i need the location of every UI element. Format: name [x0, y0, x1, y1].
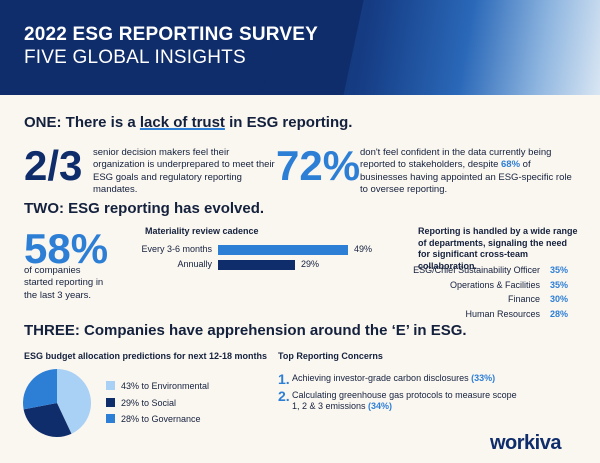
legend-label: 28% to Governance: [121, 414, 201, 424]
workiva-logo: workiva: [490, 432, 561, 454]
legend-swatch: [106, 414, 115, 423]
department-label: Finance: [507, 294, 540, 304]
concern-number: 1.: [278, 371, 290, 387]
budget-pie-chart: [22, 369, 91, 437]
header-banner: 2022 ESG REPORTING SURVEY FIVE GLOBAL IN…: [0, 0, 600, 95]
concern-item: 2. Calculating greenhouse gas protocols t…: [278, 388, 522, 413]
legend-swatch: [106, 397, 115, 407]
legend-item: 28% to Governance: [106, 414, 201, 424]
page-title: 2022 ESG REPORTING SURVEY: [24, 24, 318, 45]
department-row: ESG/Chief Sustainability Officer 35%: [413, 265, 568, 275]
stat-two-thirds: 2/3: [24, 142, 83, 189]
legend-item: 29% to Social: [106, 397, 177, 408]
legend-label: 29% to Social: [121, 397, 177, 408]
concern-percent: (34%): [368, 401, 393, 412]
legend-item: 43% to Environmental: [106, 381, 209, 391]
department-row: Operations & Facilities 35%: [450, 280, 568, 290]
stat-58-percent-text: of companies started reporting in the la…: [24, 265, 104, 301]
concern-text: Achieving investor-grade carbon disclosu…: [292, 373, 472, 383]
stat-two-thirds-text: senior decision makers feel their organi…: [93, 147, 275, 196]
concern-number: 2.: [278, 388, 290, 404]
department-value: 30%: [549, 294, 568, 304]
department-row: Finance 30%: [508, 294, 568, 304]
section-two-heading: TWO: ESG reporting has evolved.: [24, 200, 265, 217]
legend-label: 43% to Environmental: [121, 381, 210, 391]
section-one-heading: ONE: There is a lack of trust in ESG rep…: [24, 114, 353, 131]
concern-item: 1. Achieving investor-grade carbon disclo…: [278, 371, 522, 387]
department-row: Human Resources 28%: [465, 309, 568, 319]
concerns-title: Top Reporting Concerns: [278, 351, 383, 361]
department-label: ESG/Chief Sustainability Officer: [413, 265, 540, 275]
cadence-label: Every 3-6 months: [141, 244, 212, 254]
cadence-label: Annually: [177, 259, 212, 269]
department-label: Human Resources: [465, 308, 540, 319]
cadence-value: 29%: [300, 259, 319, 269]
cadence-value: 49%: [354, 244, 373, 254]
stat-72-percent: 72%: [276, 142, 361, 189]
pie-slice: [23, 403, 72, 437]
stat-58-percent: 58%: [24, 225, 109, 272]
section-three-heading: THREE: Companies have apprehension aroun…: [24, 322, 467, 339]
pie-slice: [57, 369, 91, 434]
department-label: Operations & Facilities: [449, 279, 540, 290]
department-value: 28%: [549, 308, 568, 319]
budget-title: ESG budget allocation predictions for ne…: [24, 351, 268, 361]
cadence-bar: [218, 260, 295, 270]
department-value: 35%: [549, 279, 568, 290]
departments-title: Reporting is handled by a wide range of …: [418, 226, 578, 272]
cadence-title: Materiality review cadence: [145, 226, 259, 236]
stat-72-percent-text: don't feel confident in the data current…: [360, 147, 572, 196]
department-value: 35%: [549, 265, 568, 275]
concern-percent: (33%): [471, 373, 496, 383]
pie-slice: [22, 369, 57, 410]
concern-text: Calculating greenhouse gas protocols to …: [292, 390, 517, 412]
legend-swatch: [106, 381, 115, 390]
page-subtitle: FIVE GLOBAL INSIGHTS: [24, 47, 246, 68]
cadence-bar: [218, 245, 348, 255]
